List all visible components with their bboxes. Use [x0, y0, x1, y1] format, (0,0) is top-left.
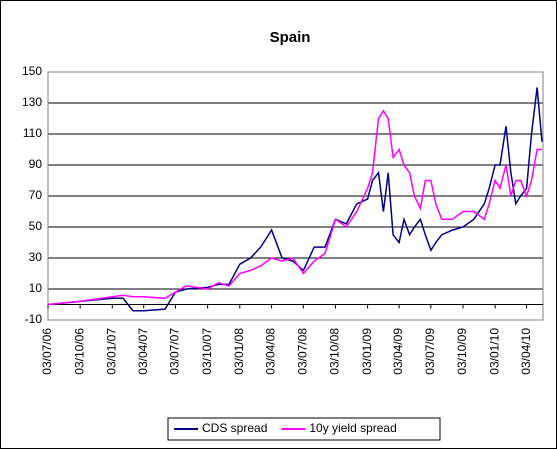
series-line	[47, 109, 542, 306]
y-tick-label: 110	[23, 126, 42, 140]
x-tick-label: 03/07/07	[168, 328, 182, 375]
x-tick-label: 03/07/09	[423, 328, 437, 375]
x-tick-label: 03/04/10	[519, 328, 533, 375]
x-tick-label: 03/04/09	[391, 328, 405, 375]
y-tick-label: 50	[29, 219, 43, 233]
x-tick-label: 03/10/06	[72, 328, 86, 375]
x-tick-label: 03/01/08	[232, 328, 246, 375]
legend-label: CDS spread	[202, 421, 267, 435]
y-tick-label: 90	[29, 157, 43, 171]
y-tick-label: 70	[29, 188, 43, 202]
x-tick-label: 03/10/09	[455, 328, 469, 375]
x-tick-label: 03/04/08	[264, 328, 278, 375]
x-tick-label: 03/10/07	[200, 328, 214, 375]
x-tick-label: 03/01/07	[104, 328, 118, 375]
x-tick-label: 03/01/09	[360, 328, 374, 375]
x-tick-label: 03/07/08	[296, 328, 310, 375]
y-tick-label: -10	[25, 312, 43, 326]
plot-border	[47, 71, 544, 321]
legend-label: 10y yield spread	[309, 421, 396, 435]
y-tick-label: 10	[29, 281, 43, 295]
x-tick-label: 03/07/06	[40, 328, 54, 375]
x-tick-label: 03/04/07	[136, 328, 150, 375]
x-tick-label: 03/10/08	[328, 328, 342, 375]
y-tick-label: 150	[22, 64, 42, 78]
x-tick-label: 03/01/10	[487, 328, 501, 375]
y-tick-label: 30	[29, 250, 43, 264]
series-line	[47, 87, 543, 312]
y-tick-label: 130	[22, 95, 42, 109]
chart-title: Spain	[270, 29, 311, 46]
